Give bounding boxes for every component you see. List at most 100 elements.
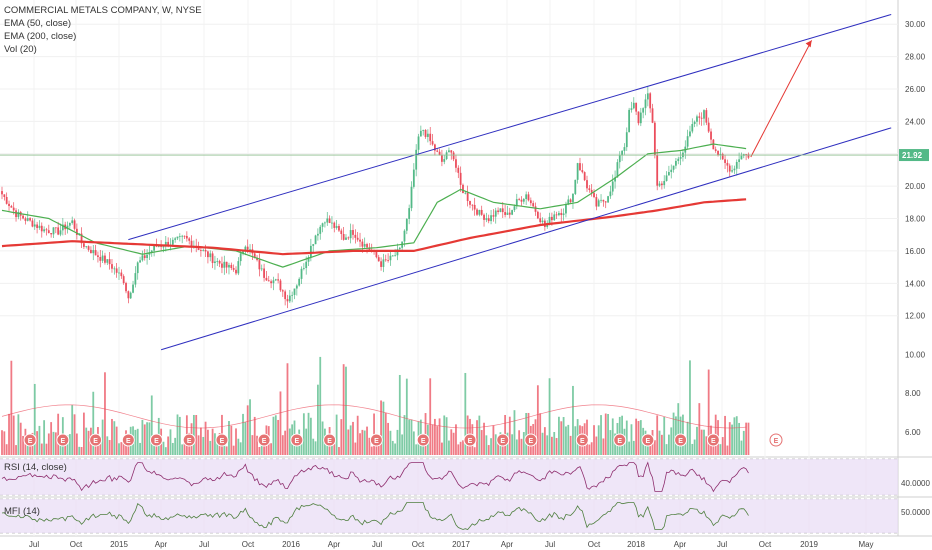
candle [726, 162, 729, 166]
candle [200, 249, 202, 251]
candle [288, 295, 291, 302]
legend-ema200[interactable]: EMA (200, close) [4, 31, 77, 42]
earnings-marker-label: E [500, 438, 505, 445]
volume-bar [45, 443, 48, 455]
earnings-marker [613, 433, 627, 447]
volume-bar [256, 435, 258, 455]
candle [642, 108, 645, 113]
candle [536, 211, 539, 219]
candle [677, 158, 680, 161]
candle [237, 261, 240, 274]
volume-bar [347, 429, 350, 455]
candle [422, 129, 425, 131]
volume-bar [455, 424, 457, 455]
candle [26, 218, 29, 221]
volume-bar [658, 430, 661, 455]
volume-bar [501, 444, 504, 455]
candle [469, 200, 471, 205]
time-tick-label: Jul [29, 540, 39, 549]
candle [71, 220, 74, 223]
candle [396, 249, 399, 256]
volume-bar [597, 425, 600, 455]
time-tick-label: Apr [674, 540, 687, 549]
volume-bar [192, 414, 195, 455]
candle [249, 249, 251, 251]
candle [448, 150, 450, 153]
candle [438, 151, 441, 156]
volume-bar [513, 410, 516, 455]
volume-bar [593, 425, 595, 455]
candle [419, 130, 422, 137]
ema50-line [1, 143, 747, 268]
candle [646, 93, 649, 100]
candle [375, 250, 378, 258]
volume-bar [384, 413, 387, 455]
candle [593, 192, 595, 198]
candle [668, 172, 670, 176]
price-pane[interactable] [0, 13, 898, 351]
candle [75, 228, 78, 235]
volume-bar [8, 413, 10, 455]
volume-bar [375, 443, 378, 455]
volume-bar [637, 421, 640, 455]
mfi-tick-label: 50.0000 [901, 508, 930, 517]
candle [387, 260, 389, 261]
volume-bar [382, 401, 385, 455]
rsi-label[interactable]: RSI (14, close) [4, 462, 67, 473]
mfi-pane[interactable] [0, 499, 898, 533]
candle [307, 256, 310, 262]
volume-bar [394, 443, 397, 455]
volume-bar [164, 447, 167, 455]
time-tick-label: Jul [199, 540, 209, 549]
candle [499, 208, 502, 213]
volume-bar [387, 422, 389, 455]
volume-bar [721, 437, 724, 455]
candle [253, 253, 256, 258]
volume-bar [672, 412, 675, 455]
candle [59, 230, 62, 235]
candle [302, 268, 305, 269]
candle [267, 280, 270, 282]
candle [534, 206, 537, 212]
volume-bar [457, 444, 460, 455]
legend-ema50[interactable]: EMA (50, close) [4, 18, 72, 29]
channel-lower-line [160, 127, 892, 351]
earnings-marker [121, 433, 135, 447]
volume-bar [646, 439, 649, 455]
candle [525, 194, 528, 199]
rsi-pane[interactable] [0, 459, 898, 495]
time-tick-label: 2018 [627, 540, 645, 549]
earnings-marker-label: E [678, 438, 683, 445]
candle [391, 255, 394, 257]
earnings-marker-label: E [580, 438, 585, 445]
legend-vol[interactable]: Vol (20) [4, 44, 37, 55]
candle [616, 162, 619, 178]
volume-bar [312, 438, 315, 455]
earnings-marker [706, 433, 720, 447]
volume-bar [738, 422, 740, 455]
candle [45, 229, 48, 231]
candle [242, 251, 244, 254]
chart-legend: COMMERCIAL METALS COMPANY, W, NYSE EMA (… [4, 4, 202, 56]
candle [441, 155, 443, 162]
candle [157, 246, 160, 247]
volume-bar [438, 418, 441, 455]
volume-bar [19, 422, 22, 455]
volume-bar [511, 434, 514, 455]
mfi-label[interactable]: MFI (14) [4, 506, 40, 517]
volume-bar [150, 395, 153, 455]
volume-bar [139, 442, 141, 455]
candle [658, 183, 661, 186]
candle [656, 155, 659, 186]
candle [424, 129, 427, 137]
volume-bar [354, 442, 357, 455]
candle [29, 218, 31, 221]
time-tick-label: Jul [545, 540, 555, 549]
volume-bar [239, 442, 242, 455]
volume-bar [230, 425, 233, 455]
candle [455, 159, 457, 168]
volume-bar [136, 428, 139, 455]
candle [574, 179, 577, 194]
